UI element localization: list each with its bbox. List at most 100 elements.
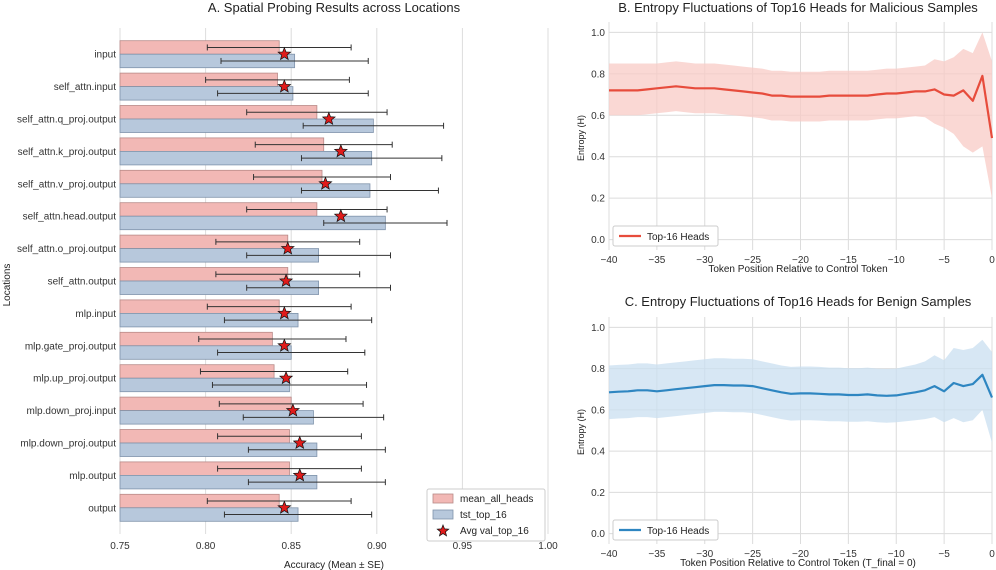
- legend-label-mean-all-heads: mean_all_heads: [460, 494, 533, 505]
- panel-a-category-label: mlp.down_proj.input: [27, 406, 117, 417]
- y-tick-label: 0.6: [591, 405, 605, 416]
- star-avg-val-top-16: [277, 338, 292, 352]
- y-tick-label: 0.0: [591, 529, 605, 540]
- y-tick-label: 0.6: [591, 111, 605, 122]
- panel-a-category-label: self_attn.v_proj.output: [18, 179, 117, 190]
- legend-swatch-tst-top-16: [432, 509, 454, 520]
- x-tick-label: −5: [938, 255, 950, 266]
- star-avg-val-top-16: [321, 111, 336, 126]
- panel-a-spatial-probing: A. Spatial Probing Results across Locati…: [2, 0, 558, 570]
- panel-a-category-label: self_attn.output: [48, 277, 117, 288]
- legend-label-avg-val-top-16: Avg val_top_16: [460, 526, 529, 537]
- panel-c-y-label-text: Entropy (H): [576, 409, 586, 455]
- panel-c-plot: −40 −35 −30 −25 −20 −15 −10 −5 0 0.0 0.2 0.4 0.6 0.8 1…: [591, 317, 995, 560]
- star-avg-val-top-16: [278, 273, 294, 288]
- y-tick-label: 0.2: [591, 488, 605, 499]
- star-avg-val-top-16: [277, 500, 292, 514]
- legend-swatch-mean-all-heads: [432, 493, 454, 504]
- panel-a-y-axis-label: Locations: [2, 264, 13, 307]
- panel-a-x-tick-label: 0.90: [367, 541, 387, 552]
- y-tick-label: 0.0: [591, 235, 605, 246]
- x-tick-label: −20: [792, 255, 809, 266]
- star-avg-val-top-16: [277, 46, 292, 61]
- legend-label-top-16-heads: Top-16 Heads: [647, 526, 709, 537]
- panel-a-y-tick-labels: input self_attn.input self_attn.q_proj.out…: [17, 50, 116, 515]
- legend-box: [612, 519, 719, 541]
- x-tick-label: 0: [989, 549, 995, 560]
- panel-a-x-axis-label: Accuracy (Mean ± SE): [284, 560, 384, 570]
- star-avg-val-top-16: [292, 435, 307, 450]
- panel-a-category-label: mlp.gate_proj.output: [25, 341, 116, 352]
- panel-a-error-bars: [198, 44, 448, 518]
- series-line-top-16-heads: [608, 373, 994, 398]
- panel-a-x-tick-label: 0.95: [453, 541, 473, 552]
- panel-a-category-label: self_attn.q_proj.output: [17, 115, 116, 126]
- x-tick-label: −35: [648, 549, 665, 560]
- x-tick-label: −20: [792, 549, 809, 560]
- panel-a-category-label: self_attn.head.output: [23, 212, 117, 223]
- x-tick-label: −30: [696, 255, 713, 266]
- panel-a-bars: [119, 40, 386, 522]
- panel-b-y-axis-label: Entropy (H): [576, 115, 586, 161]
- confidence-band: [609, 32, 992, 199]
- confidence-band: [609, 339, 992, 443]
- star-avg-val-top-16: [285, 403, 301, 417]
- y-tick-label: 1.0: [591, 323, 605, 334]
- x-tick-label: −10: [888, 549, 905, 560]
- panel-a-star-markers: [277, 46, 348, 514]
- star-avg-val-top-16: [277, 305, 292, 320]
- panel-a-legend: mean_all_heads tst_top_16 Avg val_top_16: [426, 488, 546, 542]
- panel-a-category-label: self_attn.k_proj.output: [18, 147, 117, 158]
- panel-a-x-tick-label: 0.80: [196, 541, 216, 552]
- panel-b-y-label-text: Entropy (H): [576, 115, 586, 161]
- panel-a-x-tick-label: 0.85: [281, 541, 301, 552]
- y-tick-label: 0.4: [591, 152, 605, 163]
- panel-a-x-tick-labels: 0.75 0.80 0.85 0.90 0.95 1.00: [110, 541, 558, 552]
- x-tick-label: −35: [648, 255, 665, 266]
- panel-a-category-label: self_attn.o_proj.output: [17, 244, 116, 255]
- panel-a-category-label: input: [94, 50, 116, 61]
- x-tick-label: −15: [840, 549, 857, 560]
- panel-c-benign-entropy: C. Entropy Fluctuations of Top16 Heads f…: [576, 294, 995, 569]
- x-tick-label: −5: [938, 549, 950, 560]
- panel-a-x-tick-label: 0.75: [110, 541, 130, 552]
- panel-c-x-axis-label: Token Position Relative to Control Token…: [680, 558, 916, 569]
- panel-b-title: B. Entropy Fluctuations of Top16 Heads f…: [618, 0, 978, 15]
- x-tick-label: −15: [840, 255, 857, 266]
- y-tick-label: 0.4: [591, 447, 605, 458]
- star-avg-val-top-16: [280, 241, 295, 255]
- panel-a-category-label: mlp.up_proj.output: [33, 374, 116, 385]
- x-tick-label: −40: [601, 255, 618, 266]
- x-tick-label: −25: [744, 255, 761, 266]
- panel-a-category-label: mlp.down_proj.output: [20, 439, 116, 450]
- star-avg-val-top-16: [333, 208, 348, 223]
- y-tick-label: 0.8: [591, 364, 605, 375]
- panel-c-y-axis-label: Entropy (H): [576, 409, 586, 455]
- panel-a-category-label: self_attn.input: [54, 82, 116, 93]
- x-tick-label: 0: [989, 255, 995, 266]
- y-tick-label: 0.8: [591, 69, 605, 80]
- legend-label-tst-top-16: tst_top_16: [460, 510, 507, 521]
- x-tick-label: −30: [696, 549, 713, 560]
- star-avg-val-top-16: [292, 467, 307, 482]
- panel-a-legend-box: [426, 488, 546, 542]
- panel-b-plot: −40 −35 −30 −25 −20 −15 −10 −5 0 0.0 0.2 0.4 0.6 0.8 1…: [591, 22, 995, 266]
- panel-b-malicious-entropy: B. Entropy Fluctuations of Top16 Heads f…: [576, 0, 995, 275]
- x-tick-label: −40: [601, 549, 618, 560]
- panel-a-x-tick-label: 1.00: [538, 541, 558, 552]
- panel-a-category-label: mlp.input: [75, 309, 116, 320]
- legend-star-icon: [436, 524, 450, 537]
- panel-a-title: A. Spatial Probing Results across Locati…: [208, 0, 461, 15]
- legend-label-top-16-heads: Top-16 Heads: [647, 232, 709, 243]
- star-avg-val-top-16: [278, 370, 294, 385]
- star-avg-val-top-16: [318, 176, 333, 190]
- series-line-top-16-heads: [609, 74, 994, 139]
- panel-a-category-label: mlp.output: [69, 471, 116, 482]
- panel-a-category-label: output: [88, 503, 116, 514]
- star-avg-val-top-16: [333, 143, 348, 158]
- panel-b-x-axis-label: Token Position Relative to Control Token: [708, 264, 887, 275]
- star-avg-val-top-16: [277, 79, 292, 93]
- legend-box: [612, 225, 719, 247]
- y-tick-label: 0.2: [591, 194, 605, 205]
